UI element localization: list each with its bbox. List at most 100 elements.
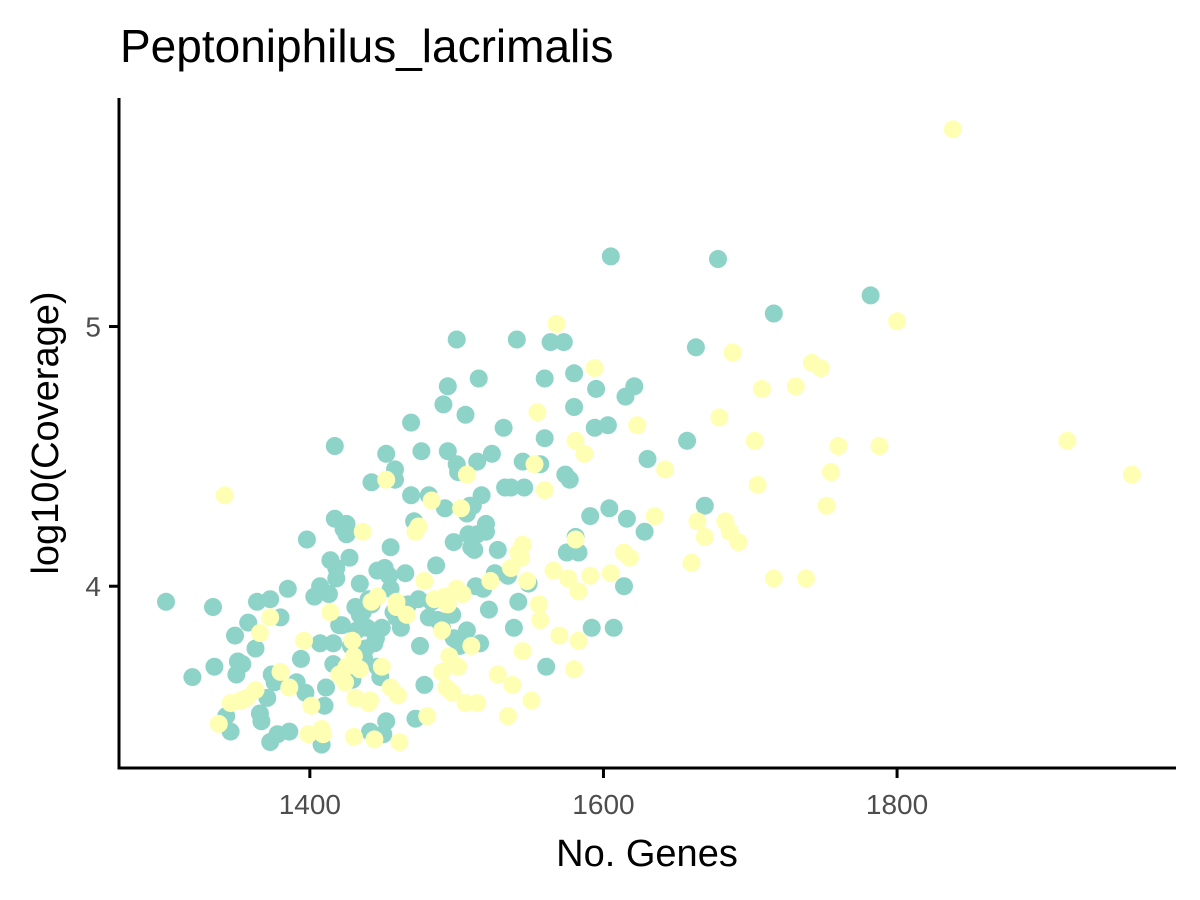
x-tick-label: 1400 <box>279 789 341 820</box>
data-point <box>402 413 421 432</box>
data-point <box>271 662 290 681</box>
data-point <box>529 595 548 614</box>
data-point <box>377 470 396 489</box>
data-point <box>695 527 714 546</box>
data-point <box>337 514 356 533</box>
data-point <box>438 442 457 461</box>
data-point <box>565 364 584 383</box>
data-point <box>336 673 355 692</box>
y-axis-title: log10(Coverage) <box>25 291 67 574</box>
data-point <box>365 730 384 749</box>
data-point <box>797 569 816 588</box>
data-point <box>522 691 541 710</box>
y-tick-label: 5 <box>85 312 101 343</box>
data-point <box>361 691 379 710</box>
data-point <box>504 618 523 637</box>
data-point <box>457 621 476 640</box>
data-point <box>635 522 654 541</box>
data-point <box>554 333 573 352</box>
data-point <box>368 587 387 606</box>
data-point <box>753 379 771 398</box>
data-point <box>472 486 491 505</box>
data-point <box>575 444 594 463</box>
data-point <box>411 636 429 655</box>
data-point <box>587 379 606 398</box>
data-point <box>250 624 269 642</box>
data-point <box>381 538 400 557</box>
data-point <box>723 343 742 362</box>
data-point <box>452 499 471 518</box>
points-layer <box>157 120 1141 754</box>
data-point <box>317 678 335 697</box>
data-point <box>453 585 472 603</box>
data-point <box>600 499 619 518</box>
data-point <box>344 727 363 746</box>
data-point <box>377 444 396 463</box>
data-point <box>246 639 265 658</box>
data-point <box>456 405 475 424</box>
data-point <box>362 473 381 492</box>
data-point <box>261 608 280 627</box>
data-point <box>292 649 310 668</box>
data-point <box>477 514 495 533</box>
data-point <box>433 621 451 640</box>
data-point <box>513 642 532 661</box>
data-point <box>617 509 636 528</box>
data-point <box>183 668 202 687</box>
data-point <box>325 437 344 455</box>
data-point <box>585 359 604 378</box>
data-point <box>409 517 428 536</box>
data-point <box>295 631 313 650</box>
data-point <box>822 463 840 481</box>
data-point <box>615 577 633 596</box>
data-point <box>457 465 476 484</box>
data-point <box>581 507 600 526</box>
data-point <box>888 312 907 331</box>
data-point <box>314 725 333 744</box>
data-point <box>829 437 848 455</box>
data-point <box>226 626 244 645</box>
data-point <box>469 369 488 388</box>
data-point <box>525 455 544 474</box>
data-point <box>468 694 487 713</box>
chart-title: Peptoniphilus_lacrimalis <box>120 20 613 72</box>
data-point <box>861 286 880 305</box>
data-point <box>531 611 550 629</box>
y-tick-label: 4 <box>85 571 101 602</box>
data-point <box>443 683 462 702</box>
data-point <box>239 613 258 632</box>
data-point <box>422 491 441 510</box>
data-point <box>479 600 498 619</box>
data-point <box>488 665 507 684</box>
data-point <box>353 522 372 541</box>
data-point <box>494 418 513 437</box>
data-point <box>512 548 531 567</box>
data-point <box>581 566 600 585</box>
data-point <box>507 330 526 349</box>
data-point <box>462 636 481 655</box>
data-point <box>604 618 623 637</box>
x-ticks: 1400 1600 1800 <box>279 768 928 820</box>
data-point <box>535 369 554 388</box>
data-point <box>278 579 297 598</box>
data-point <box>418 707 437 726</box>
data-point <box>280 722 299 741</box>
data-point <box>656 460 675 479</box>
data-point <box>327 569 346 588</box>
data-point <box>297 530 316 549</box>
data-point <box>518 572 537 590</box>
data-point <box>601 247 620 266</box>
data-point <box>427 556 446 575</box>
data-point <box>503 675 522 694</box>
data-point <box>380 566 399 585</box>
data-point <box>1123 465 1141 484</box>
data-point <box>302 696 321 715</box>
data-point <box>449 657 468 676</box>
data-point <box>566 530 585 549</box>
data-point <box>764 569 783 588</box>
data-point <box>817 496 836 515</box>
data-point <box>390 733 409 751</box>
data-point <box>710 408 729 427</box>
data-point <box>544 561 563 580</box>
data-point <box>350 660 369 679</box>
